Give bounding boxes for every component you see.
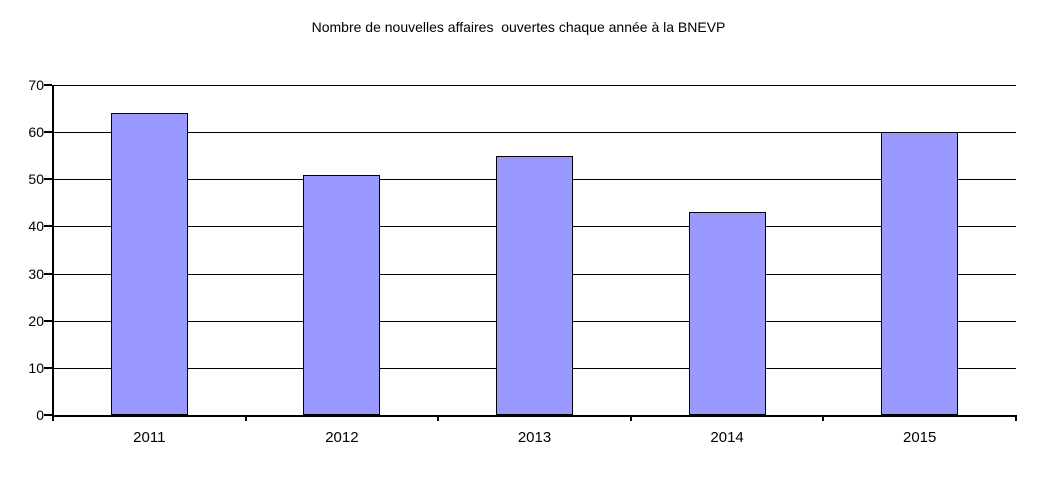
x-tick-label-2015: 2015 xyxy=(903,429,937,446)
x-tick-5 xyxy=(1015,415,1017,421)
bar-2012 xyxy=(303,174,381,415)
y-tick-label-60: 60 xyxy=(28,124,44,141)
x-tick-label-2012: 2012 xyxy=(325,429,359,446)
y-axis-line xyxy=(52,85,54,417)
chart-title: Nombre de nouvelles affaires ouvertes ch… xyxy=(311,19,726,35)
plot-area xyxy=(53,85,1016,415)
y-tick-60 xyxy=(44,131,52,134)
y-tick-label-0: 0 xyxy=(36,407,44,423)
x-tick-label-2014: 2014 xyxy=(710,429,744,446)
gridline-70 xyxy=(53,85,1016,86)
x-tick-2 xyxy=(437,415,440,421)
x-tick-label-2013: 2013 xyxy=(517,429,552,446)
y-tick-0 xyxy=(44,414,52,416)
y-tick-label-20: 20 xyxy=(28,312,44,329)
y-tick-70 xyxy=(44,84,52,86)
y-tick-40 xyxy=(44,225,52,228)
gridline-60 xyxy=(53,132,1016,134)
y-tick-label-50: 50 xyxy=(28,171,44,188)
y-tick-label-40: 40 xyxy=(28,218,44,235)
bar-2013 xyxy=(496,155,573,415)
x-axis-line xyxy=(52,415,1016,417)
bar-2011 xyxy=(110,113,188,415)
y-tick-30 xyxy=(44,272,52,275)
y-tick-50 xyxy=(44,178,52,181)
x-tick-4 xyxy=(822,415,825,421)
y-tick-20 xyxy=(44,319,52,322)
x-tick-1 xyxy=(244,415,247,421)
x-tick-0 xyxy=(52,415,54,421)
bar-2014 xyxy=(688,212,766,415)
y-tick-10 xyxy=(44,366,52,369)
bar-2015 xyxy=(881,132,959,415)
y-tick-label-70: 70 xyxy=(28,77,44,93)
x-tick-3 xyxy=(629,415,632,421)
y-tick-label-10: 10 xyxy=(28,359,44,376)
x-tick-label-2011: 2011 xyxy=(133,429,166,446)
y-tick-label-30: 30 xyxy=(28,265,44,282)
